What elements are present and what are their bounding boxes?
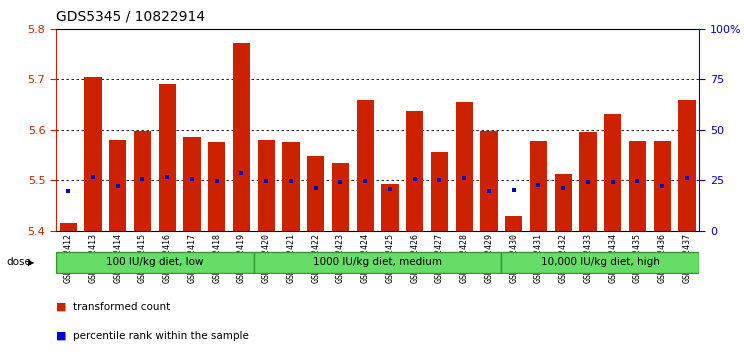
Text: dose: dose — [6, 257, 31, 267]
Bar — [580, 132, 597, 231]
Text: 10,000 IU/kg diet, high: 10,000 IU/kg diet, high — [541, 257, 660, 267]
Bar — [158, 85, 176, 231]
Bar — [679, 99, 696, 231]
Text: GDS5345 / 10822914: GDS5345 / 10822914 — [56, 9, 205, 23]
Bar — [554, 174, 572, 231]
Bar — [653, 141, 671, 231]
Bar — [332, 163, 349, 231]
Text: ■: ■ — [56, 331, 66, 341]
Bar — [406, 111, 423, 231]
Text: 1000 IU/kg diet, medium: 1000 IU/kg diet, medium — [313, 257, 442, 267]
Bar — [481, 131, 498, 231]
Text: transformed count: transformed count — [73, 302, 170, 312]
Bar — [257, 140, 275, 231]
Bar — [431, 152, 448, 231]
Bar — [381, 184, 399, 231]
Bar — [505, 216, 522, 231]
Bar — [109, 140, 126, 231]
Bar — [84, 77, 102, 231]
Bar — [233, 42, 250, 231]
Bar — [254, 252, 501, 273]
Bar — [501, 252, 699, 273]
Bar — [604, 114, 621, 231]
Bar — [530, 141, 547, 231]
Bar — [282, 142, 300, 231]
Bar — [307, 156, 324, 231]
Bar — [134, 131, 151, 231]
Bar — [56, 252, 254, 273]
Bar — [356, 99, 374, 231]
Text: ▶: ▶ — [28, 258, 35, 266]
Bar — [60, 223, 77, 231]
Bar — [208, 142, 225, 231]
Bar — [183, 137, 201, 231]
Text: percentile rank within the sample: percentile rank within the sample — [73, 331, 248, 341]
Text: ■: ■ — [56, 302, 66, 312]
Bar — [455, 102, 473, 231]
Text: 100 IU/kg diet, low: 100 IU/kg diet, low — [106, 257, 204, 267]
Bar — [629, 141, 646, 231]
